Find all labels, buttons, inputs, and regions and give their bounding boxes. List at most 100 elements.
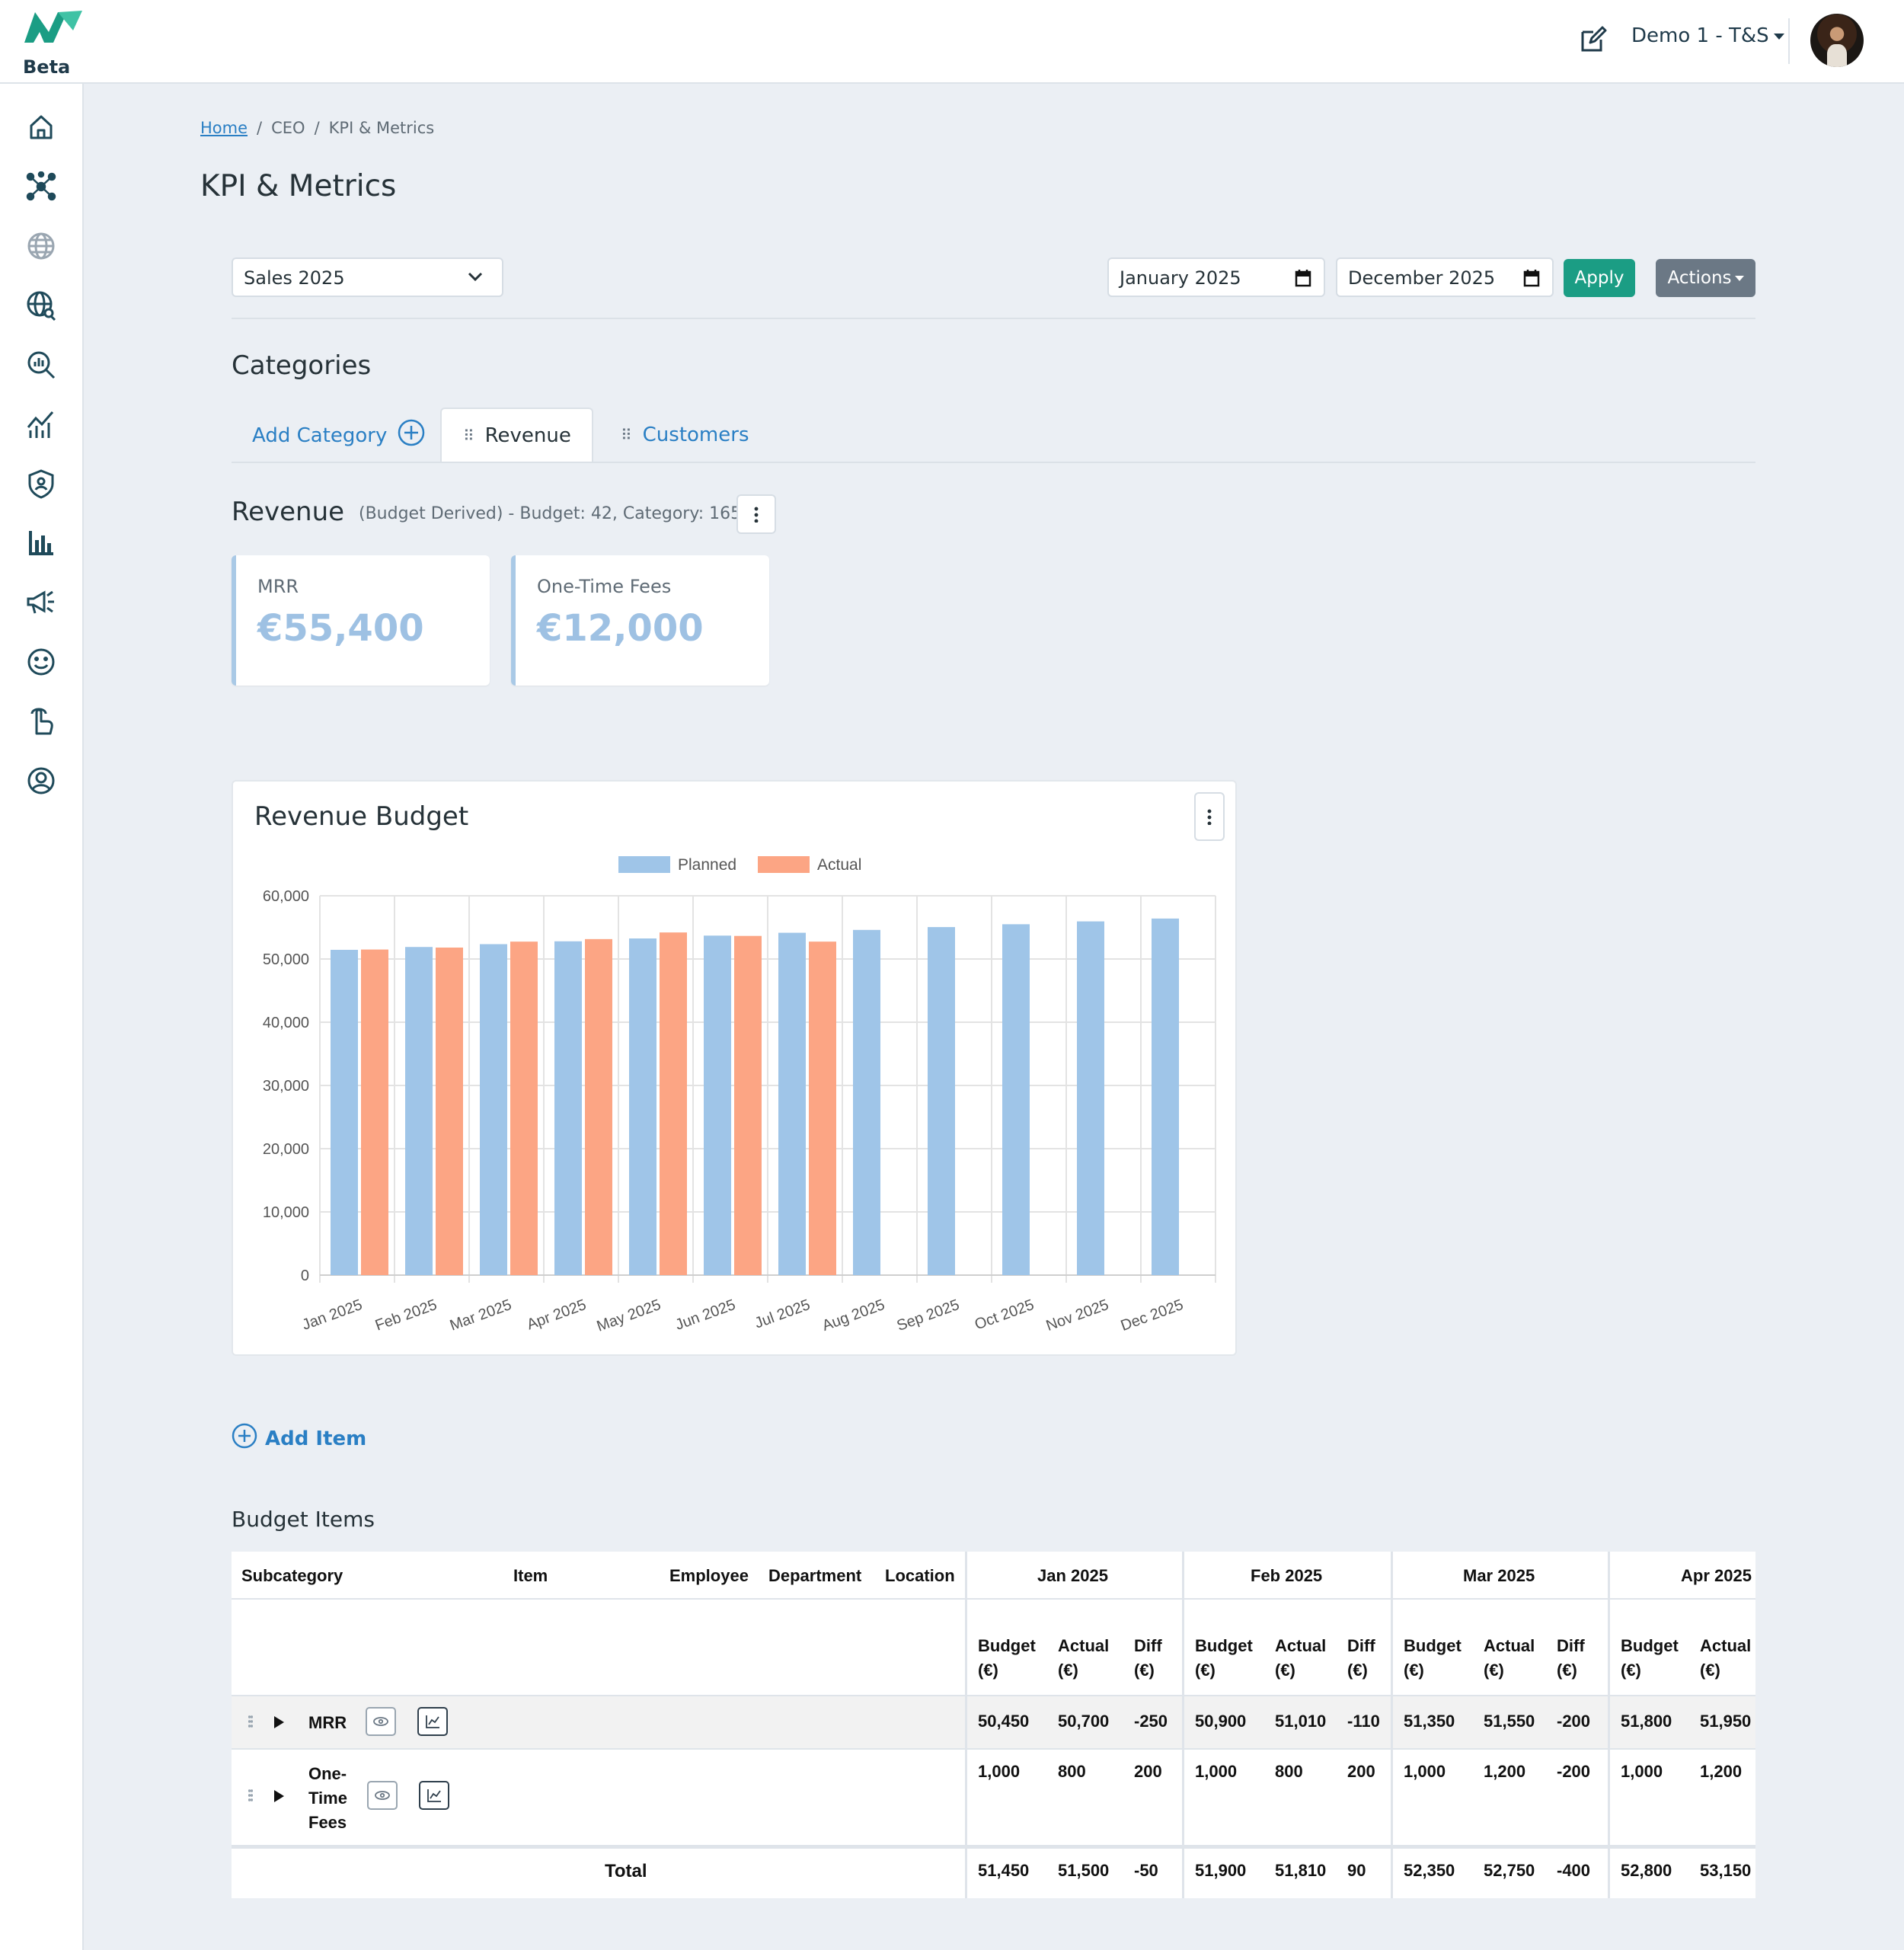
breadcrumb-ceo[interactable]: CEO xyxy=(271,119,305,137)
add-category-label: Add Category xyxy=(252,424,388,447)
bar-actual[interactable] xyxy=(734,935,762,1275)
drag-handle-icon[interactable] xyxy=(248,1789,253,1802)
logo-text: Beta xyxy=(23,56,71,78)
table-cell: 1,200 xyxy=(1700,1762,1743,1781)
bar-planned[interactable] xyxy=(1002,924,1030,1275)
apply-button[interactable]: Apply xyxy=(1564,259,1635,297)
bar-planned[interactable] xyxy=(554,941,582,1275)
actions-dropdown-button[interactable]: Actions xyxy=(1656,259,1755,297)
chart-button[interactable] xyxy=(419,1781,449,1810)
app-logo[interactable]: Beta xyxy=(20,9,84,78)
shield-icon[interactable] xyxy=(25,468,57,500)
table-divider xyxy=(232,1845,1755,1849)
expand-icon[interactable] xyxy=(274,1790,284,1802)
bar-planned[interactable] xyxy=(853,929,880,1275)
x-tick-label: Aug 2025 xyxy=(820,1296,887,1335)
bar-actual[interactable] xyxy=(660,932,687,1275)
column-header[interactable]: Employee xyxy=(669,1566,749,1585)
bar-planned[interactable] xyxy=(928,927,955,1275)
bar-actual[interactable] xyxy=(510,941,538,1275)
caret-down-icon xyxy=(1734,276,1744,281)
total-cell: 51,810 xyxy=(1275,1861,1327,1880)
bar-planned[interactable] xyxy=(704,935,731,1275)
table-cell: 51,800 xyxy=(1621,1712,1672,1731)
sub-column-header: Diff (€) xyxy=(1134,1634,1162,1683)
org-selector-label: Demo 1 - T&S xyxy=(1631,24,1769,47)
bar-planned[interactable] xyxy=(331,949,358,1275)
globe-icon[interactable] xyxy=(25,230,57,262)
analytics-search-icon[interactable] xyxy=(25,349,57,381)
breadcrumb-home-link[interactable]: Home xyxy=(200,119,248,137)
bar-actual[interactable] xyxy=(436,947,463,1275)
table-divider xyxy=(1391,1552,1393,1898)
column-header[interactable]: Location xyxy=(885,1566,955,1585)
calendar-icon[interactable] xyxy=(1295,269,1311,292)
megaphone-icon[interactable] xyxy=(25,587,57,619)
section-menu-button[interactable] xyxy=(736,494,776,534)
end-month-input[interactable]: December 2025 xyxy=(1336,257,1554,297)
view-button[interactable] xyxy=(367,1781,398,1810)
user-circle-icon[interactable] xyxy=(25,765,57,797)
dataset-select[interactable]: Sales 2025 xyxy=(232,257,503,297)
total-label: Total xyxy=(605,1861,647,1881)
divider xyxy=(1788,18,1790,64)
table-cell: 200 xyxy=(1134,1762,1162,1781)
kpi-card: MRR €55,400 xyxy=(232,555,490,686)
start-month-input[interactable]: January 2025 xyxy=(1107,257,1325,297)
kpi-label: One-Time Fees xyxy=(537,576,672,597)
bar-planned[interactable] xyxy=(778,932,806,1275)
add-item-button[interactable]: Add Item xyxy=(232,1423,366,1454)
sub-header-unit: (€) xyxy=(1700,1661,1720,1680)
x-tick-label: Sep 2025 xyxy=(895,1296,962,1335)
globe-search-icon[interactable] xyxy=(25,289,57,321)
edit-icon[interactable] xyxy=(1580,26,1607,53)
network-icon[interactable] xyxy=(25,171,57,203)
sub-header-unit: (€) xyxy=(1557,1661,1577,1680)
x-tick-label: Feb 2025 xyxy=(373,1296,439,1335)
y-tick-label: 0 xyxy=(301,1268,309,1284)
tab-customers[interactable]: ⠿ Customers xyxy=(599,408,771,462)
column-header[interactable]: Subcategory xyxy=(241,1566,343,1585)
bar-planned[interactable] xyxy=(405,947,433,1275)
sub-column-header: Actual (€) xyxy=(1700,1634,1751,1683)
bar-actual[interactable] xyxy=(361,949,388,1275)
kebab-icon xyxy=(754,506,759,523)
bar-actual[interactable] xyxy=(809,941,836,1275)
sub-column-header: Budget (€) xyxy=(978,1634,1036,1683)
total-cell: 51,500 xyxy=(1058,1861,1110,1880)
x-tick-label: Apr 2025 xyxy=(525,1296,589,1333)
pointer-icon[interactable] xyxy=(25,705,57,737)
chart-button[interactable] xyxy=(417,1707,448,1736)
sub-header-label: Actual xyxy=(1275,1636,1327,1655)
drag-handle-icon[interactable] xyxy=(248,1715,253,1728)
org-selector-dropdown[interactable]: Demo 1 - T&S xyxy=(1631,24,1784,47)
expand-icon[interactable] xyxy=(274,1716,284,1728)
add-category-button[interactable]: Add Category xyxy=(252,419,425,452)
trend-chart-icon[interactable] xyxy=(25,408,57,440)
drag-handle-icon[interactable]: ⠿ xyxy=(621,426,632,444)
kpi-label: MRR xyxy=(257,576,299,597)
month-header: Mar 2025 xyxy=(1463,1566,1535,1585)
y-tick-label: 40,000 xyxy=(263,1015,309,1031)
legend-label[interactable]: Actual xyxy=(817,856,861,874)
sub-header-unit: (€) xyxy=(1275,1661,1295,1680)
smiley-icon[interactable] xyxy=(25,646,57,678)
home-icon[interactable] xyxy=(25,111,57,143)
tab-revenue[interactable]: ⠿ Revenue xyxy=(440,408,593,462)
total-cell: -400 xyxy=(1557,1861,1591,1880)
user-avatar[interactable] xyxy=(1810,14,1864,67)
chart-menu-button[interactable] xyxy=(1194,792,1225,841)
column-header[interactable]: Item xyxy=(513,1566,548,1585)
bar-actual[interactable] xyxy=(585,938,612,1275)
bar-planned[interactable] xyxy=(480,944,507,1275)
sub-column-header: Diff (€) xyxy=(1347,1634,1375,1683)
view-button[interactable] xyxy=(366,1707,396,1736)
bar-planned[interactable] xyxy=(629,938,656,1275)
bar-chart-icon[interactable] xyxy=(25,527,57,559)
legend-label[interactable]: Planned xyxy=(678,856,736,874)
calendar-icon[interactable] xyxy=(1523,269,1540,292)
bar-planned[interactable] xyxy=(1077,921,1104,1275)
drag-handle-icon[interactable]: ⠿ xyxy=(463,427,474,445)
column-header[interactable]: Department xyxy=(768,1566,862,1585)
bar-planned[interactable] xyxy=(1152,918,1179,1275)
